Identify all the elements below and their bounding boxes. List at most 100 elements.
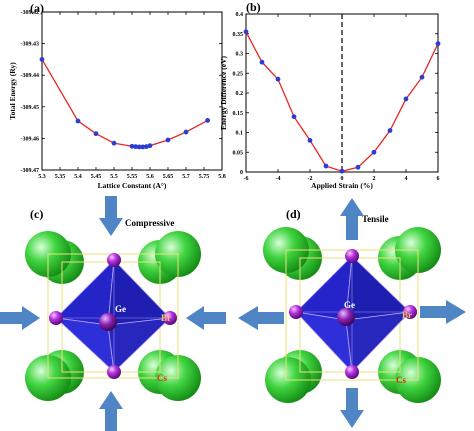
x-tick-label: 5.65 (163, 174, 174, 180)
data-point (144, 144, 149, 150)
br-atom (345, 249, 359, 263)
x-tick-label: 5.3 (38, 174, 46, 180)
x-tick-label: 4 (405, 176, 408, 182)
data-point (291, 114, 297, 120)
y-tick-label: -309.47 (21, 168, 40, 174)
data-point (339, 168, 345, 174)
data-point (387, 128, 393, 133)
data-point (435, 41, 441, 47)
y-tick-label: -309.44 (21, 73, 40, 79)
x-tick-label: 5.75 (199, 174, 210, 180)
chart-b: -6 -4 -2 0 2 4 6 0 0.05 0.1 0.15 0.2 0.25 0.3 0.35 0.4… (219, 0, 441, 190)
structure-d-title: Tensile (362, 214, 389, 224)
arrow-up-icon (99, 391, 123, 431)
tension-arrows (238, 198, 466, 428)
br-atom (49, 311, 63, 325)
x-tick-label: 0 (341, 176, 344, 182)
y-tick-label: 0.35 (233, 32, 244, 38)
chart-a-markers (39, 57, 211, 150)
data-point (205, 117, 211, 123)
chart-a: 5.3 5.35 5.4 5.45 5.5 5.55 5.6 5.65 5.7 5.75 5.8 -… (8, 1, 226, 190)
arrow-right-icon (420, 300, 466, 324)
x-tick-label: -4 (276, 176, 281, 182)
data-point (371, 149, 377, 155)
data-point (136, 144, 142, 150)
data-point (111, 140, 117, 146)
x-tick-label: 5.35 (55, 174, 66, 180)
arrow-up-icon (340, 198, 364, 240)
x-tick-label: 5.45 (91, 174, 102, 180)
chart-b-xticks: -6 -4 -2 0 2 4 6 (244, 14, 440, 182)
x-tick-label: -2 (308, 176, 313, 182)
y-tick-label: 0.3 (236, 52, 244, 58)
x-tick-label: 5.7 (182, 174, 190, 180)
chart-b-frame (245, 13, 439, 173)
structure-c-panel-label: (c) (30, 207, 43, 221)
y-tick-label: 0.15 (233, 111, 244, 117)
data-point (147, 143, 153, 149)
br-label: Br (161, 313, 171, 323)
br-atom (403, 305, 417, 319)
y-tick-label: 0.05 (233, 150, 244, 156)
y-tick-label: 0.4 (236, 12, 244, 18)
data-point (140, 144, 146, 150)
geBr6-octahedron (294, 254, 412, 374)
chart-a-ylabel: Total Energy (Ry) (8, 62, 17, 120)
chart-b-markers (243, 29, 441, 174)
data-point (93, 131, 99, 137)
x-tick-label: 5.6 (146, 174, 154, 180)
data-point (75, 118, 81, 124)
x-tick-label: 2 (373, 176, 376, 182)
chart-a-series-line (41, 59, 208, 148)
cs-label: Cs (396, 375, 406, 385)
y-tick-label: 0.25 (233, 71, 244, 77)
data-point (183, 129, 189, 135)
structure-d: (d) Tensile Ge Br Cs (238, 198, 466, 428)
y-tick-label: 0.2 (236, 91, 244, 97)
cs-label: Cs (157, 373, 167, 383)
chart-b-xlabel: Applied Strain (%) (311, 181, 373, 190)
chart-b-yticks: 0 0.05 0.1 0.15 0.2 0.25 0.3 0.35 0.4 (233, 12, 438, 176)
data-point (307, 138, 313, 143)
data-point (39, 57, 45, 62)
ge-atom (337, 308, 355, 326)
data-point (275, 76, 281, 82)
arrow-down-icon (99, 196, 123, 236)
y-tick-label: -309.45 (21, 105, 40, 111)
chart-b-panel-label: (b) (246, 0, 261, 14)
y-tick-label: 0 (240, 170, 243, 176)
arrow-left-icon (186, 306, 226, 330)
chart-a-xlabel: Lattice Constant (A°) (98, 181, 167, 190)
br-atom (345, 365, 359, 379)
br-atom (107, 365, 121, 379)
x-tick-label: 5.4 (74, 174, 82, 180)
x-tick-label: 5.8 (218, 174, 226, 180)
y-tick-label: -309.42 (21, 10, 40, 16)
ge-label: Ge (115, 304, 126, 314)
y-tick-label: 0.1 (236, 131, 244, 137)
br-label: Br (402, 310, 412, 320)
geBr6-octahedron (54, 258, 172, 374)
y-tick-label: -309.43 (21, 42, 40, 48)
ge-label: Ge (344, 300, 355, 310)
br-atom (107, 253, 121, 267)
y-tick-label: -309.46 (21, 136, 40, 142)
x-tick-label: 5.5 (110, 174, 118, 180)
data-point (355, 164, 361, 170)
arrow-left-icon (238, 306, 284, 330)
structure-c-title: Compressive (125, 218, 174, 228)
data-point (259, 59, 265, 65)
data-point (129, 143, 135, 149)
data-point (323, 163, 329, 169)
data-point (403, 96, 409, 102)
br-atom (289, 305, 303, 319)
x-tick-label: -6 (244, 176, 249, 182)
chart-b-ylabel: Energy Difference (eV) (219, 56, 228, 130)
arrow-right-icon (0, 306, 40, 330)
arrow-down-icon (340, 388, 364, 428)
chart-a-yticks: -309.42 -309.43 -309.44 -309.45 -309.46 -309.… (21, 10, 222, 174)
structure-c: (c) Compressive (0, 196, 226, 431)
x-tick-label: 6 (437, 176, 440, 182)
data-point (165, 137, 171, 143)
chart-a-xticks: 5.3 5.35 5.4 5.45 5.5 5.55 5.6 5.65 5.7 5.75 5.8 (38, 12, 226, 180)
